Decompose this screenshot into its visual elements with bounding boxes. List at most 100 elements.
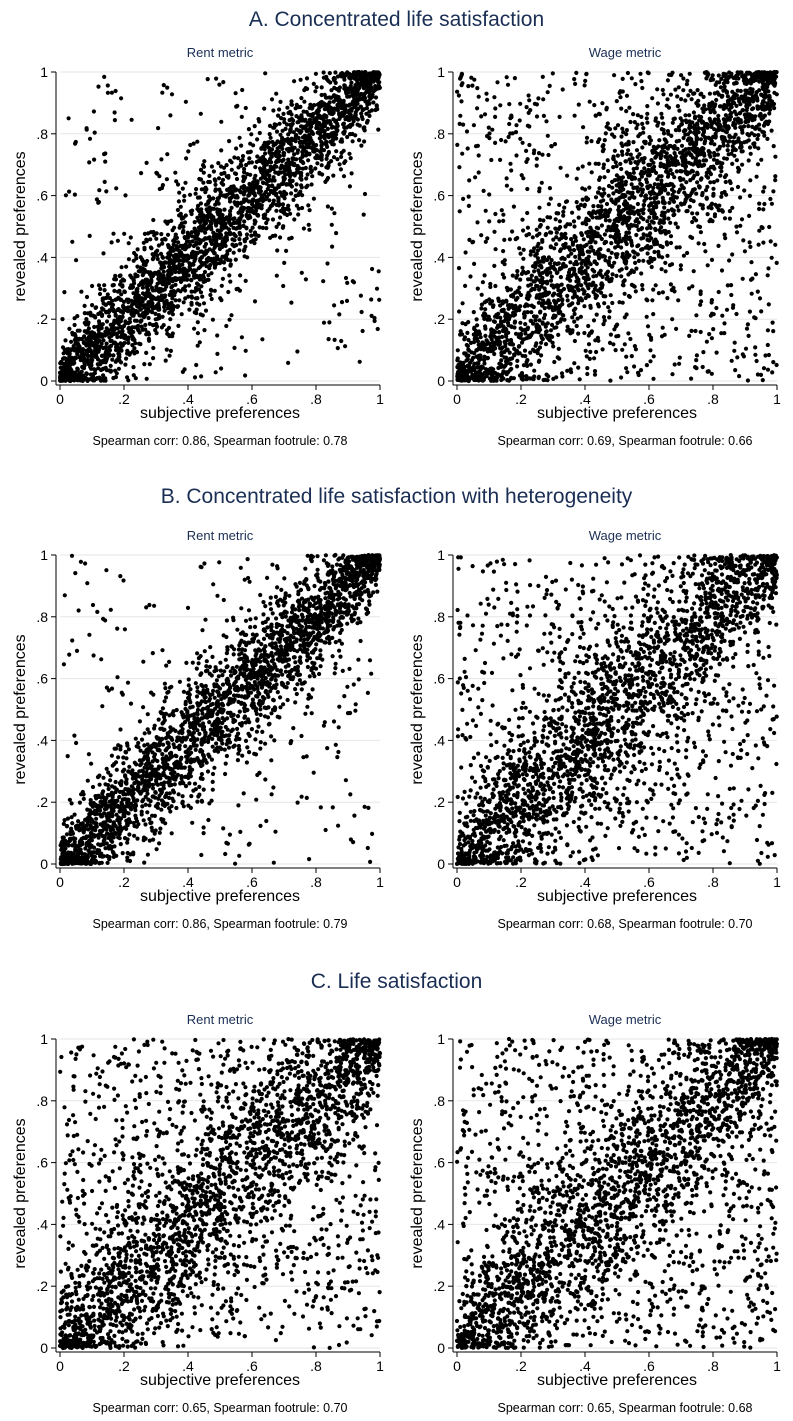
scatter-point — [153, 311, 158, 316]
scatter-point — [292, 173, 297, 178]
scatter-point — [68, 356, 73, 361]
scatter-point — [335, 108, 340, 113]
scatter-point — [171, 304, 176, 309]
scatter-point — [604, 201, 610, 207]
scatter-point — [727, 258, 732, 263]
scatter-point — [607, 340, 613, 345]
scatter-point — [195, 246, 200, 251]
scatter-point — [180, 230, 186, 235]
scatter-point — [304, 129, 309, 134]
scatter-point — [121, 303, 126, 308]
scatter-point — [651, 207, 656, 212]
scatter-point — [156, 243, 161, 248]
scatter-point — [257, 225, 262, 230]
scatter-point — [511, 204, 516, 209]
scatter-point — [514, 153, 519, 158]
scatter-point — [178, 258, 183, 263]
scatter-point — [237, 220, 242, 225]
scatter-point — [767, 111, 772, 116]
scatter-point — [85, 311, 90, 316]
scatter-point — [628, 119, 633, 125]
scatter-point — [298, 130, 303, 135]
scatter-point — [666, 216, 671, 221]
scatter-point — [754, 358, 759, 364]
scatter-point — [195, 343, 200, 348]
scatter-point — [138, 319, 143, 324]
scatter-point — [712, 142, 717, 147]
scatter-point — [343, 103, 348, 108]
scatter-point — [508, 161, 513, 166]
scatter-point — [612, 148, 617, 153]
scatter-point — [62, 290, 67, 295]
scatter-point — [709, 206, 714, 211]
scatter-point — [562, 205, 567, 210]
scatter-point — [565, 328, 570, 333]
scatter-point — [624, 128, 629, 133]
scatter-point — [282, 117, 287, 122]
scatter-point — [92, 341, 97, 347]
scatter-point — [242, 219, 247, 224]
scatter-point — [241, 248, 247, 253]
scatter-point — [739, 217, 745, 222]
scatter-point — [89, 363, 94, 368]
scatter-point — [166, 245, 171, 250]
scatter-point — [278, 132, 283, 137]
scatter-point — [200, 294, 205, 299]
scatter-point — [73, 341, 78, 346]
scatter-point — [307, 105, 312, 111]
scatter-point — [510, 342, 516, 347]
scatter-point — [725, 94, 730, 99]
panel-title-c-rent: Rent metric — [186, 1012, 254, 1027]
scatter-point — [129, 283, 134, 288]
scatter-point — [305, 86, 310, 91]
scatter-point — [186, 294, 191, 299]
scatter-point — [226, 289, 231, 295]
scatter-point — [492, 229, 497, 234]
scatter-point — [582, 244, 587, 249]
scatter-point — [220, 254, 225, 259]
scatter-point — [734, 139, 740, 144]
scatter-point — [167, 261, 172, 266]
scatter-point — [182, 198, 187, 203]
scatter-point — [232, 155, 237, 160]
scatter-point — [579, 283, 584, 288]
scatter-point — [228, 258, 233, 263]
scatter-point — [278, 190, 283, 195]
scatter-point — [601, 322, 606, 327]
scatter-point — [668, 234, 674, 239]
scatter-point — [545, 90, 550, 95]
scatter-point — [521, 256, 526, 261]
scatter-point — [670, 317, 675, 322]
scatter-point — [345, 280, 350, 285]
scatter-point — [142, 245, 147, 250]
scatter-point — [188, 142, 193, 148]
scatter-point — [765, 367, 771, 372]
scatter-point — [89, 357, 94, 362]
scatter-point — [67, 326, 72, 331]
scatter-point — [224, 163, 229, 168]
scatter-point — [141, 262, 146, 267]
scatter-point — [175, 304, 181, 309]
scatter-point — [641, 235, 646, 240]
scatter-point — [222, 243, 227, 248]
scatter-point — [480, 280, 485, 285]
scatter-point — [740, 276, 745, 281]
scatter-point — [159, 232, 164, 237]
scatter-point — [694, 191, 699, 196]
scatter-point — [351, 119, 356, 124]
scatter-point — [137, 330, 142, 335]
scatter-point — [570, 266, 575, 271]
scatter-point — [310, 131, 316, 136]
scatter-point — [765, 273, 770, 278]
scatter-point — [667, 72, 672, 77]
scatter-point — [633, 160, 638, 165]
scatter-point — [534, 283, 539, 288]
scatter-point — [539, 284, 544, 289]
scatter-point — [687, 71, 692, 76]
scatter-point — [319, 134, 324, 139]
scatter-point — [327, 71, 332, 76]
scatter-point — [103, 376, 108, 381]
scatter-point — [268, 235, 273, 240]
scatter-point — [614, 99, 619, 104]
scatter-point — [225, 187, 230, 192]
